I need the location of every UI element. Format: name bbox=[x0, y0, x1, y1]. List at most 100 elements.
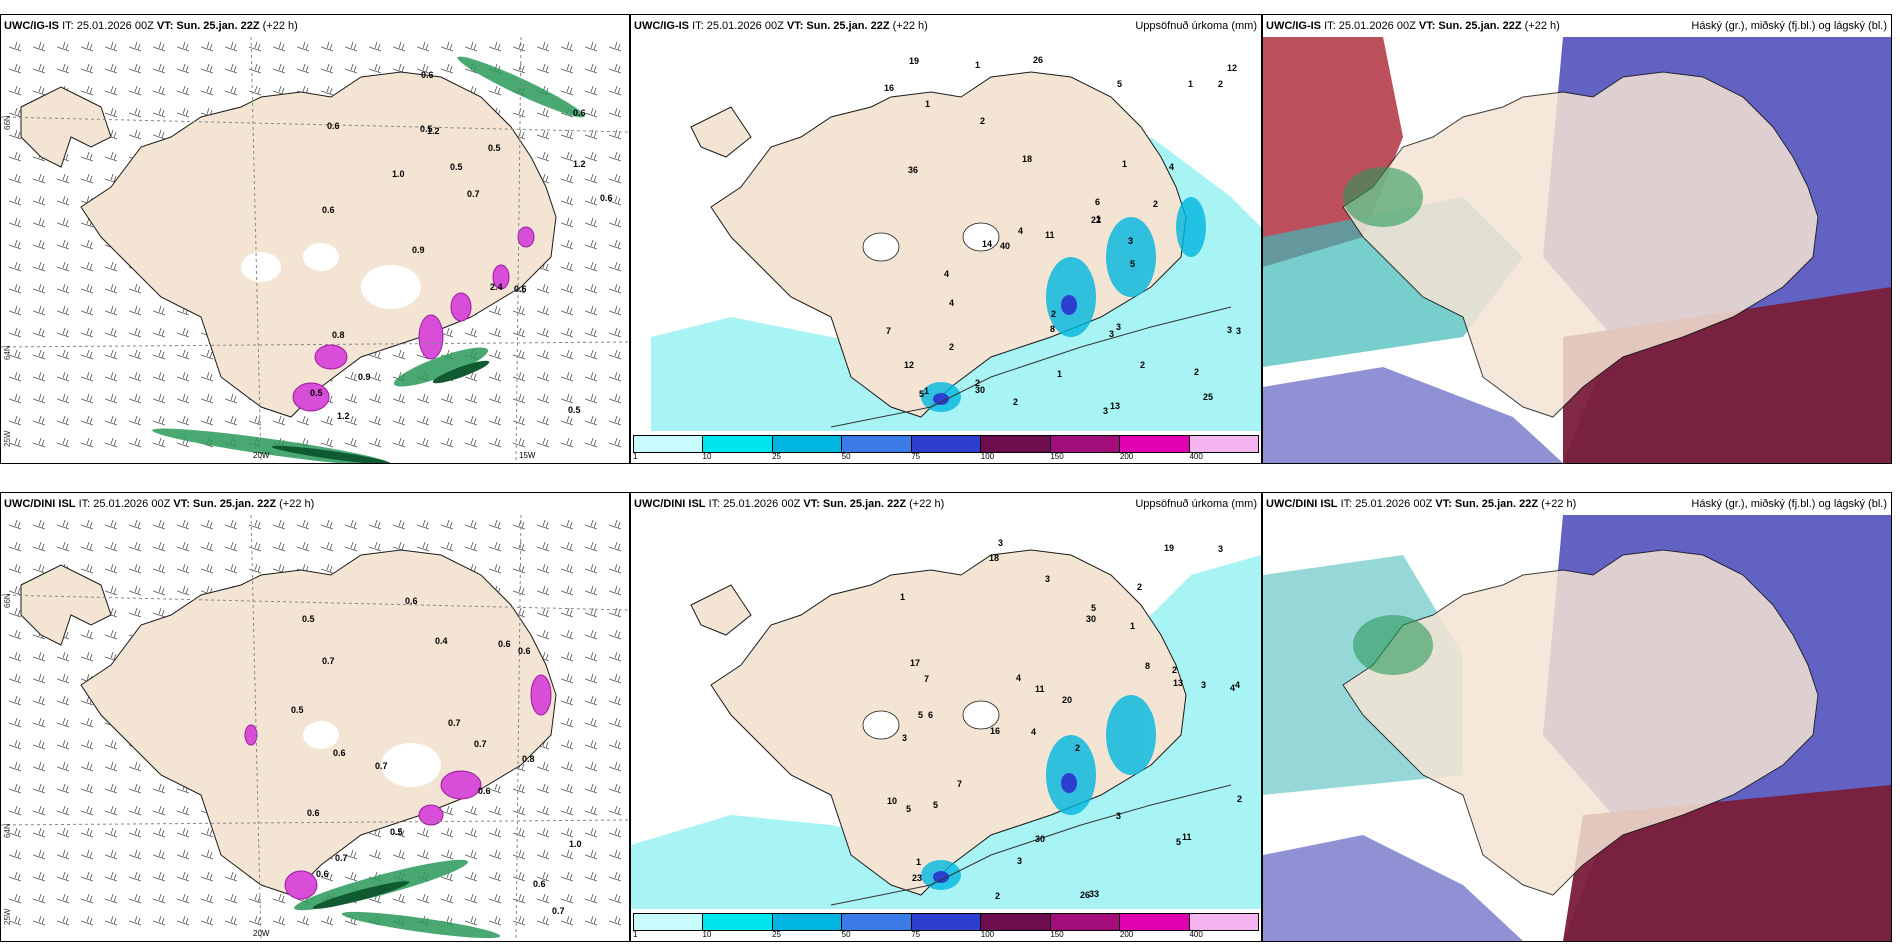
value-label: 2 bbox=[1075, 743, 1081, 753]
wind-barb bbox=[608, 41, 622, 52]
value-label: 4 bbox=[1016, 673, 1022, 683]
value-label: 14 bbox=[982, 239, 993, 249]
wind-barb bbox=[56, 261, 70, 272]
wind-barb bbox=[440, 893, 454, 904]
wind-barb bbox=[584, 217, 598, 228]
wind-barb bbox=[608, 827, 622, 838]
scale-swatch bbox=[911, 436, 982, 452]
wind-barb bbox=[80, 783, 94, 794]
value-label: 3 bbox=[1236, 326, 1242, 336]
lon-label-20: 20W bbox=[253, 451, 270, 460]
wind-barb bbox=[488, 783, 502, 794]
lon-label-25: 25W bbox=[3, 430, 12, 447]
wind-barb bbox=[32, 717, 46, 728]
wind-barb bbox=[512, 849, 526, 860]
wind-barb bbox=[152, 327, 166, 338]
wind-barb bbox=[584, 107, 598, 118]
wind-barb bbox=[104, 393, 118, 404]
wind-barb bbox=[584, 239, 598, 250]
scale-swatch bbox=[981, 914, 1051, 930]
wind-barb bbox=[536, 761, 550, 772]
wind-barb bbox=[8, 519, 22, 530]
wind-barb bbox=[392, 415, 406, 426]
wind-barb bbox=[56, 327, 70, 338]
value-label: 8 bbox=[1145, 661, 1151, 671]
wind-barb bbox=[488, 827, 502, 838]
wind-barb bbox=[80, 283, 94, 294]
value-label: 0.6 bbox=[478, 786, 491, 796]
wind-barb bbox=[584, 173, 598, 184]
wind-barb bbox=[392, 893, 406, 904]
wind-barb bbox=[104, 349, 118, 360]
model-name: UWC/IG-IS bbox=[4, 20, 59, 32]
wind-barb bbox=[536, 305, 550, 316]
scale-swatch bbox=[703, 436, 773, 452]
value-label: 23 bbox=[912, 873, 923, 883]
value-label: 10 bbox=[887, 796, 898, 806]
wind-barb bbox=[128, 849, 142, 860]
lon-label-15: 15W bbox=[519, 451, 536, 460]
wind-barb bbox=[32, 239, 46, 250]
wind-barb bbox=[104, 107, 118, 118]
value-label: 18 bbox=[989, 553, 1000, 563]
wind-barb bbox=[488, 805, 502, 816]
lead-time: (+22 h) bbox=[279, 498, 315, 510]
wind-barb bbox=[608, 783, 622, 794]
value-label: 0.5 bbox=[450, 162, 463, 172]
wind-barb bbox=[248, 915, 262, 926]
wind-barb bbox=[32, 805, 46, 816]
wind-barb bbox=[128, 827, 142, 838]
wind-barb bbox=[8, 85, 22, 96]
valid-time: VT: Sun. 25.jan. 22Z bbox=[173, 498, 277, 510]
wind-barb bbox=[80, 437, 94, 448]
scale-swatch bbox=[1050, 914, 1121, 930]
init-time: IT: 25.01.2026 00Z bbox=[708, 498, 801, 510]
wind-barb bbox=[368, 415, 382, 426]
wind-barb bbox=[584, 195, 598, 206]
wind-barb bbox=[56, 519, 70, 530]
wind-barb bbox=[8, 629, 22, 640]
value-label: 0.7 bbox=[322, 656, 335, 666]
value-label: 2 bbox=[1051, 309, 1057, 319]
wind-barb bbox=[104, 519, 118, 530]
wind-barb bbox=[320, 541, 334, 552]
wind-barb bbox=[536, 63, 550, 74]
wind-barb bbox=[128, 349, 142, 360]
wind-barb bbox=[392, 349, 406, 360]
wind-barb bbox=[584, 541, 598, 552]
scale-tick-label: 10 bbox=[702, 452, 712, 461]
wind-barb bbox=[608, 541, 622, 552]
panel-wind-precip-top: UWC/IG-IS IT: 25.01.2026 00Z VT: Sun. 25… bbox=[0, 14, 630, 464]
wind-barb bbox=[56, 739, 70, 750]
value-label: 0.6 bbox=[514, 284, 527, 294]
panel-header: UWC/DINI ISL IT: 25.01.2026 00Z VT: Sun.… bbox=[1263, 493, 1891, 515]
wind-barb bbox=[176, 915, 190, 926]
wind-barb bbox=[152, 85, 166, 96]
value-label: 0.5 bbox=[302, 614, 315, 624]
wind-barb bbox=[464, 41, 478, 52]
value-label: 3 bbox=[1116, 811, 1122, 821]
wind-barb bbox=[152, 107, 166, 118]
value-label: 11 bbox=[1045, 230, 1055, 240]
value-label: 1 bbox=[925, 99, 931, 109]
wind-barb bbox=[152, 437, 166, 448]
wind-barb bbox=[608, 63, 622, 74]
value-label: 7 bbox=[957, 779, 963, 789]
value-label: 3 bbox=[1218, 544, 1224, 554]
wind-barb bbox=[128, 41, 142, 52]
wind-barb bbox=[344, 849, 358, 860]
wind-barb bbox=[584, 371, 598, 382]
wind-barb bbox=[56, 239, 70, 250]
wind-barb bbox=[560, 393, 574, 404]
wind-barb bbox=[80, 41, 94, 52]
value-label: 0.8 bbox=[522, 754, 535, 764]
value-label: 1 bbox=[1057, 369, 1063, 379]
wind-barb bbox=[248, 541, 262, 552]
wind-barb bbox=[560, 261, 574, 272]
value-label: 19 bbox=[909, 56, 920, 66]
scale-swatch bbox=[981, 436, 1051, 452]
value-label: 22 bbox=[1091, 215, 1102, 225]
wind-barb bbox=[608, 371, 622, 382]
wind-barb bbox=[608, 915, 622, 926]
lat-label-66: 66N bbox=[3, 115, 12, 130]
